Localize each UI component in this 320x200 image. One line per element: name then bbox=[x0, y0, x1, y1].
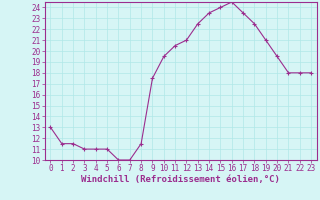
X-axis label: Windchill (Refroidissement éolien,°C): Windchill (Refroidissement éolien,°C) bbox=[81, 175, 280, 184]
